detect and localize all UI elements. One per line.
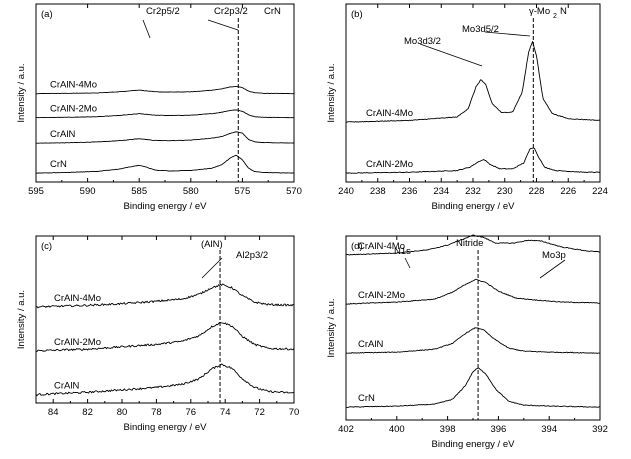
y-axis-label: Intensity / a.u. [16, 63, 27, 122]
annotation-label: Al2p3/2 [236, 250, 268, 261]
x-tick-label: 585 [131, 186, 147, 197]
x-axis-label: Binding energy / eV [124, 201, 208, 212]
series-line-craln-2mo [345, 147, 601, 174]
x-tick-label: 575 [234, 186, 250, 197]
annotation-arrow [207, 19, 239, 31]
panel-c: 84 82 80 78 76 74 72 70 Binding energy / eV Inten… [16, 235, 300, 433]
annotation-arrow [404, 257, 411, 269]
series-line-craln [345, 327, 600, 354]
x-tick-label: 236 [402, 186, 418, 197]
annotation-label: 2 [553, 13, 557, 20]
series-line-craln-4mo [36, 85, 295, 95]
series-label: CrAlN-4Mo [50, 80, 97, 91]
x-tick-label: 72 [254, 407, 265, 418]
annotation-label: CrN [264, 6, 281, 17]
annotation-label: N1s [394, 246, 411, 257]
series-label: CrAlN [50, 129, 75, 140]
series-label: CrAlN-4Mo [358, 241, 405, 252]
panel-label: (d) [351, 241, 363, 252]
series-line-craln-2mo [345, 278, 601, 305]
annotation-arrow [419, 43, 483, 67]
series-label: CrAlN-4Mo [54, 293, 101, 304]
series-label: CrAlN-2Mo [358, 290, 405, 301]
x-tick-label: 78 [151, 407, 162, 418]
annotation-label: Mo3d3/2 [404, 36, 441, 47]
annotation-arrow [142, 19, 151, 39]
plot-frame [35, 235, 295, 404]
annotation-arrow [539, 259, 566, 279]
series-label: CrN [50, 159, 67, 170]
x-axis-label: Binding energy / eV [432, 201, 516, 212]
annotation-arrow [201, 257, 223, 279]
x-tick-label: 238 [370, 186, 386, 197]
series-label: CrAlN-2Mo [366, 159, 413, 170]
annotation-label: (AlN) [201, 239, 223, 250]
x-tick-label: 76 [186, 407, 197, 418]
series-line-craln-2mo [36, 109, 295, 119]
x-tick-label: 230 [497, 186, 513, 197]
annotation-label: Nitride [456, 238, 483, 249]
series-line-crn [345, 367, 600, 408]
x-tick-label: 590 [80, 186, 96, 197]
plot-frame [345, 235, 601, 421]
x-axis-label: Binding energy / eV [432, 439, 516, 450]
x-tick-label: 580 [183, 186, 199, 197]
series-label: CrAlN-2Mo [50, 104, 97, 115]
panel-label: (a) [41, 9, 53, 20]
x-tick-label: 74 [220, 407, 231, 418]
annotation-label: Mo3d5/2 [462, 24, 499, 35]
x-tick-label: 84 [48, 407, 59, 418]
series-label: CrN [358, 393, 375, 404]
series-line-craln [35, 363, 295, 396]
x-tick-label: 396 [490, 424, 506, 435]
x-tick-label: 400 [389, 424, 405, 435]
panel-label: (c) [41, 241, 52, 252]
x-tick-label: 226 [560, 186, 576, 197]
series-line-craln-4mo [346, 41, 601, 123]
x-tick-label: 240 [338, 186, 354, 197]
series-label: CrAlN-4Mo [366, 108, 413, 119]
x-axis-label: Binding energy / eV [124, 422, 208, 433]
x-tick-label: 570 [286, 186, 302, 197]
annotation-label: γ-Mo [529, 6, 550, 17]
annotation-arrow [484, 31, 531, 37]
series-line-craln-4mo [35, 283, 295, 309]
series-label: CrAlN [358, 339, 383, 350]
annotation-label: Mo3p [542, 250, 566, 261]
x-tick-label: 595 [28, 186, 44, 197]
x-tick-label: 402 [338, 424, 354, 435]
panel-a: 595 590 585 580 575 570 Binding energy / eV Int… [16, 3, 302, 212]
x-tick-label: 224 [592, 186, 608, 197]
x-tick-label: 232 [465, 186, 481, 197]
series-label: CrAlN [54, 381, 79, 392]
series-line-craln [36, 131, 295, 144]
panel-label: (b) [351, 9, 363, 20]
x-tick-label: 228 [529, 186, 545, 197]
x-tick-label: 398 [440, 424, 456, 435]
x-tick-label: 70 [289, 407, 300, 418]
x-tick-label: 394 [541, 424, 557, 435]
x-tick-label: 80 [117, 407, 128, 418]
series-line-craln-2mo [35, 322, 295, 353]
y-axis-label: Intensity / a.u. [326, 298, 337, 357]
series-label: CrAlN-2Mo [54, 337, 101, 348]
y-axis-label: Intensity / a.u. [16, 290, 27, 349]
panel-d: 402 400 398 396 394 392 Binding energy / eV Int… [326, 234, 608, 450]
x-tick-label: 82 [82, 407, 93, 418]
panel-b: 240 238 236 234 232 230 228 226 224 Binding energ… [326, 3, 608, 212]
y-axis-label: Intensity / a.u. [326, 63, 337, 122]
x-tick-label: 234 [433, 186, 449, 197]
annotation-label: Cr2p5/2 [146, 6, 180, 17]
series-line-crn [35, 154, 294, 174]
annotation-label: Cr2p3/2 [214, 6, 248, 17]
series-line-craln-4mo [345, 234, 601, 256]
annotation-label: N [560, 6, 567, 17]
x-tick-label: 392 [592, 424, 608, 435]
